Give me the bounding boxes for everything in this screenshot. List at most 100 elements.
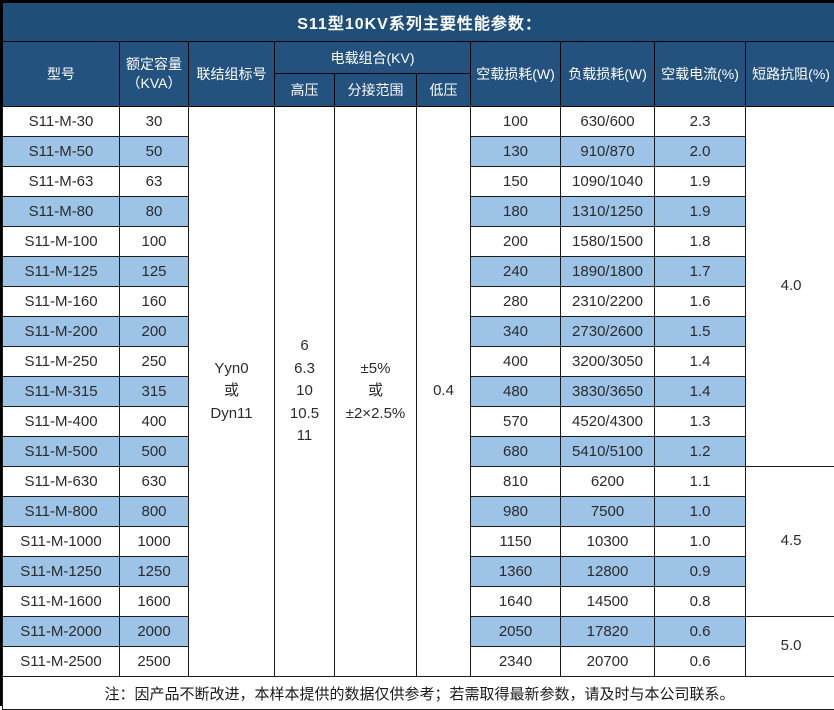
model-cell: S11-M-500 (3, 437, 120, 467)
no-load-current-cell: 1.4 (655, 377, 746, 407)
load-loss-cell: 17820 (561, 617, 655, 647)
load-loss-cell: 910/870 (561, 137, 655, 167)
model-cell: S11-M-250 (3, 347, 120, 377)
load-loss-cell: 2310/2200 (561, 287, 655, 317)
col-header-capacity-line1: 额定容量 (122, 55, 186, 74)
impedance-group-cell: 5.0 (746, 617, 834, 677)
no-load-loss-cell: 200 (471, 227, 561, 257)
capacity-cell: 400 (120, 407, 189, 437)
no-load-current-cell: 1.0 (655, 527, 746, 557)
no-load-loss-cell: 810 (471, 467, 561, 497)
col-header-load-loss: 负载损耗(W) (561, 42, 655, 107)
load-loss-cell: 12800 (561, 557, 655, 587)
col-header-tap-range: 分接范围 (335, 74, 417, 107)
connection-group-cell: Yyn0 或 Dyn11 (189, 107, 275, 677)
capacity-cell: 250 (120, 347, 189, 377)
no-load-current-cell: 0.6 (655, 617, 746, 647)
capacity-cell: 1600 (120, 587, 189, 617)
load-loss-cell: 14500 (561, 587, 655, 617)
hv-values-cell: 6 6.3 10 10.5 11 (275, 107, 335, 677)
no-load-current-cell: 1.6 (655, 287, 746, 317)
no-load-loss-cell: 280 (471, 287, 561, 317)
load-loss-cell: 7500 (561, 497, 655, 527)
impedance-group-cell: 4.5 (746, 467, 834, 617)
model-cell: S11-M-800 (3, 497, 120, 527)
capacity-cell: 80 (120, 197, 189, 227)
col-header-hv: 高压 (275, 74, 335, 107)
load-loss-cell: 1890/1800 (561, 257, 655, 287)
capacity-cell: 100 (120, 227, 189, 257)
load-loss-cell: 630/600 (561, 107, 655, 137)
lv-value-cell: 0.4 (417, 107, 471, 677)
model-cell: S11-M-2500 (3, 647, 120, 677)
no-load-loss-cell: 180 (471, 197, 561, 227)
no-load-current-cell: 1.4 (655, 347, 746, 377)
load-loss-cell: 5410/5100 (561, 437, 655, 467)
no-load-current-cell: 0.6 (655, 647, 746, 677)
model-cell: S11-M-125 (3, 257, 120, 287)
no-load-loss-cell: 100 (471, 107, 561, 137)
title-row: S11型10KV系列主要性能参数： (3, 3, 834, 42)
load-loss-cell: 4520/4300 (561, 407, 655, 437)
no-load-current-cell: 1.7 (655, 257, 746, 287)
col-header-capacity: 额定容量 （KVA） (120, 42, 189, 107)
load-loss-cell: 2730/2600 (561, 317, 655, 347)
no-load-current-cell: 0.8 (655, 587, 746, 617)
page-title: S11型10KV系列主要性能参数： (3, 3, 834, 42)
no-load-loss-cell: 1150 (471, 527, 561, 557)
no-load-current-cell: 1.9 (655, 167, 746, 197)
col-header-no-load-current: 空载电流(%) (655, 42, 746, 107)
impedance-group-cell: 4.0 (746, 107, 834, 467)
no-load-loss-cell: 570 (471, 407, 561, 437)
capacity-cell: 2500 (120, 647, 189, 677)
capacity-cell: 800 (120, 497, 189, 527)
no-load-loss-cell: 480 (471, 377, 561, 407)
col-header-capacity-line2: （KVA） (122, 74, 186, 93)
col-header-no-load-loss: 空载损耗(W) (471, 42, 561, 107)
capacity-cell: 315 (120, 377, 189, 407)
load-loss-cell: 1310/1250 (561, 197, 655, 227)
no-load-loss-cell: 400 (471, 347, 561, 377)
model-cell: S11-M-50 (3, 137, 120, 167)
model-cell: S11-M-2000 (3, 617, 120, 647)
col-header-model: 型号 (3, 42, 120, 107)
load-loss-cell: 3830/3650 (561, 377, 655, 407)
no-load-loss-cell: 340 (471, 317, 561, 347)
no-load-current-cell: 1.9 (655, 197, 746, 227)
capacity-cell: 500 (120, 437, 189, 467)
model-cell: S11-M-30 (3, 107, 120, 137)
model-cell: S11-M-400 (3, 407, 120, 437)
capacity-cell: 200 (120, 317, 189, 347)
no-load-loss-cell: 2050 (471, 617, 561, 647)
load-loss-cell: 3200/3050 (561, 347, 655, 377)
col-header-connection: 联结组标号 (189, 42, 275, 107)
model-cell: S11-M-63 (3, 167, 120, 197)
no-load-current-cell: 2.3 (655, 107, 746, 137)
load-loss-cell: 1090/1040 (561, 167, 655, 197)
no-load-loss-cell: 1360 (471, 557, 561, 587)
capacity-cell: 1250 (120, 557, 189, 587)
capacity-cell: 30 (120, 107, 189, 137)
capacity-cell: 125 (120, 257, 189, 287)
capacity-cell: 63 (120, 167, 189, 197)
no-load-loss-cell: 2340 (471, 647, 561, 677)
model-cell: S11-M-100 (3, 227, 120, 257)
no-load-loss-cell: 680 (471, 437, 561, 467)
col-header-voltage-combo: 电载组合(KV) (275, 42, 471, 74)
model-cell: S11-M-200 (3, 317, 120, 347)
model-cell: S11-M-1600 (3, 587, 120, 617)
footer-note-row: 注：因产品不断改进，本样本提供的数据仅供参考；若需取得最新参数，请及时与本公司联… (3, 677, 834, 710)
table-row: S11-M-30 30 Yyn0 或 Dyn11 6 6.3 10 10.5 1… (3, 107, 834, 137)
capacity-cell: 50 (120, 137, 189, 167)
no-load-current-cell: 1.1 (655, 467, 746, 497)
no-load-current-cell: 1.2 (655, 437, 746, 467)
no-load-current-cell: 2.0 (655, 137, 746, 167)
no-load-loss-cell: 150 (471, 167, 561, 197)
no-load-loss-cell: 240 (471, 257, 561, 287)
model-cell: S11-M-160 (3, 287, 120, 317)
load-loss-cell: 6200 (561, 467, 655, 497)
tap-range-cell: ±5% 或 ±2×2.5% (335, 107, 417, 677)
no-load-current-cell: 1.5 (655, 317, 746, 347)
